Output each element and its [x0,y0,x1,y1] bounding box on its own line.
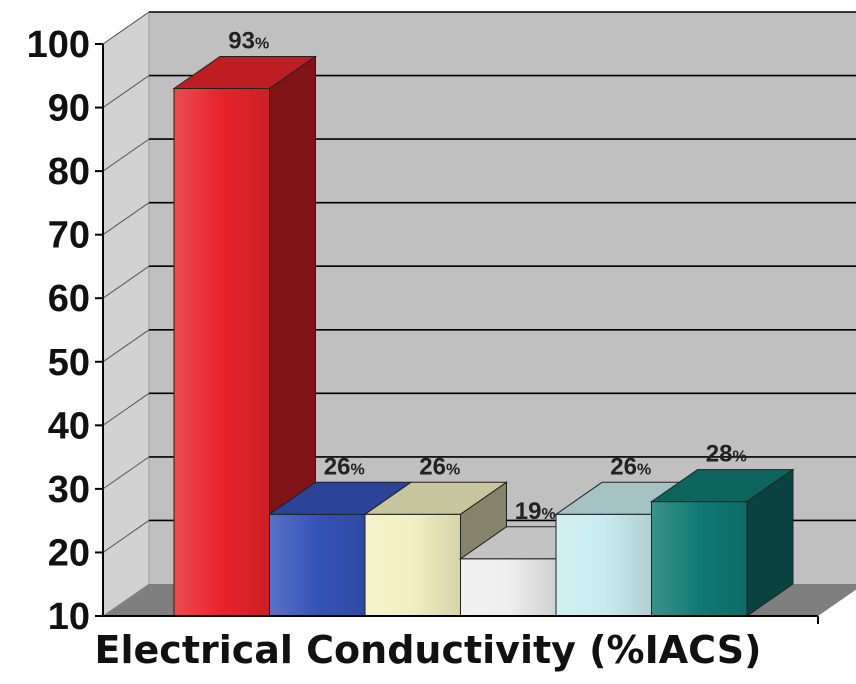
gridline-side [102,75,150,108]
bar-side [746,468,794,617]
y-tick-label: 40 [48,405,90,447]
y-tick-label: 30 [48,469,90,511]
gridline-side [102,329,150,363]
y-tick-label: 100 [27,24,90,66]
data-label: 28% [706,441,747,468]
data-label: 26% [324,453,365,480]
data-label: 26% [419,453,460,480]
y-tick-label: 70 [48,215,90,257]
data-label: 19% [515,498,556,525]
y-tick-label: 20 [48,532,90,574]
data-label: 93% [228,27,269,54]
gridline-side [102,456,150,490]
gridline-side [102,138,150,172]
bar-front [269,513,366,617]
gridline-side [102,265,150,299]
data-label: 26% [610,453,651,480]
bar [172,55,318,617]
bar-front [555,513,652,617]
x-axis-title: Electrical Conductivity (%IACS) [94,628,762,672]
bar-front [651,501,748,617]
y-tick-label: 10 [48,596,90,638]
gridline-side [102,520,150,553]
bar-front [364,513,461,617]
y-tick-label: 80 [48,151,90,193]
bar [649,468,795,617]
y-tick-label: 50 [48,342,90,384]
gridline-side [102,202,150,236]
y-tick-label: 60 [48,278,90,320]
bar-front [173,87,270,617]
plot-back-wall [149,12,856,584]
bar-front [460,558,557,617]
gridline-side [102,392,150,426]
gridline-side [102,11,150,45]
y-tick-label: 90 [48,88,90,130]
